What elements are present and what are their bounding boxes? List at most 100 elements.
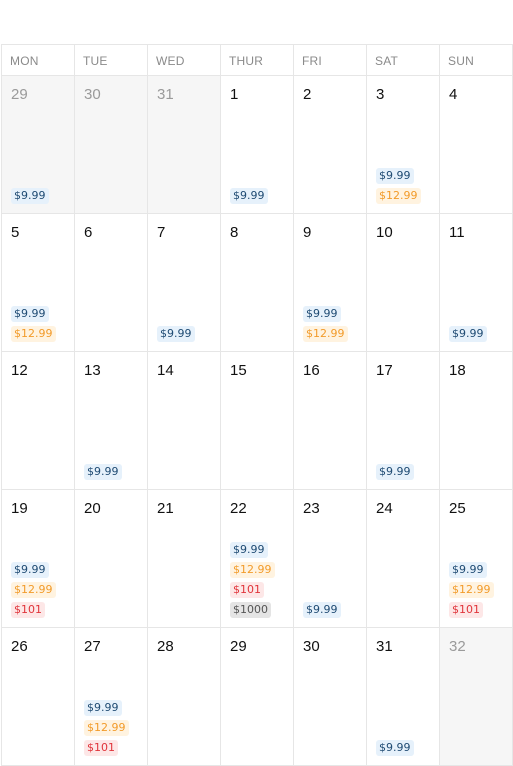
day-cell[interactable]: 14: [148, 352, 221, 490]
price-badge[interactable]: $9.99: [157, 326, 195, 342]
price-badge[interactable]: $9.99: [84, 464, 122, 480]
price-badge[interactable]: $12.99: [11, 326, 56, 342]
price-badge[interactable]: $9.99: [11, 562, 49, 578]
price-badge[interactable]: $9.99: [376, 740, 414, 756]
price-badge[interactable]: $9.99: [303, 306, 341, 322]
day-cell[interactable]: 32: [440, 628, 513, 766]
price-badge-list: $9.99: [230, 188, 268, 204]
day-number: 31: [376, 638, 393, 655]
day-number: 10: [376, 224, 393, 241]
price-badge[interactable]: $101: [11, 602, 45, 618]
price-badge-list: $9.99 $12.99 $101: [11, 562, 56, 618]
price-badge[interactable]: $9.99: [84, 700, 122, 716]
day-cell[interactable]: 9 $9.99 $12.99: [294, 214, 367, 352]
price-badge-list: $9.99 $12.99 $101: [84, 700, 129, 756]
day-cell[interactable]: 28: [148, 628, 221, 766]
price-badge[interactable]: $12.99: [449, 582, 494, 598]
day-cell[interactable]: 6: [75, 214, 148, 352]
price-badge[interactable]: $9.99: [449, 326, 487, 342]
day-number: 2: [303, 86, 312, 103]
day-number: 9: [303, 224, 312, 241]
price-badge-list: $9.99: [84, 464, 122, 480]
day-cell[interactable]: 8: [221, 214, 294, 352]
price-badge-list: $9.99 $12.99: [376, 168, 421, 204]
price-badge[interactable]: $9.99: [230, 542, 268, 558]
day-cell[interactable]: 15: [221, 352, 294, 490]
price-badge[interactable]: $101: [230, 582, 264, 598]
day-number: 18: [449, 362, 466, 379]
day-cell[interactable]: 29: [221, 628, 294, 766]
day-cell[interactable]: 17 $9.99: [367, 352, 440, 490]
price-badge-list: $9.99: [303, 602, 341, 618]
day-cell[interactable]: 11 $9.99: [440, 214, 513, 352]
day-cell[interactable]: 25 $9.99 $12.99 $101: [440, 490, 513, 628]
price-badge-list: $9.99: [11, 188, 49, 204]
day-cell[interactable]: 3 $9.99 $12.99: [367, 76, 440, 214]
day-cell[interactable]: 12: [2, 352, 75, 490]
price-badge-list: $9.99: [376, 464, 414, 480]
day-cell[interactable]: 4: [440, 76, 513, 214]
day-cell[interactable]: 21: [148, 490, 221, 628]
day-cell[interactable]: 16: [294, 352, 367, 490]
day-cell[interactable]: 18: [440, 352, 513, 490]
price-badge[interactable]: $9.99: [230, 188, 268, 204]
day-number: 22: [230, 500, 247, 517]
price-badge[interactable]: $12.99: [230, 562, 275, 578]
day-cell[interactable]: 31: [148, 76, 221, 214]
day-cell[interactable]: 23 $9.99: [294, 490, 367, 628]
day-number: 13: [84, 362, 101, 379]
day-number: 4: [449, 86, 458, 103]
price-badge[interactable]: $1000: [230, 602, 271, 618]
price-badge[interactable]: $12.99: [303, 326, 348, 342]
price-badge[interactable]: $101: [449, 602, 483, 618]
day-cell[interactable]: 24: [367, 490, 440, 628]
calendar-grid: 29 $9.99 30 31 1 $9.99 2 3 $9.99 $12.99 4 5 $9.99 $12…: [2, 76, 513, 766]
day-cell[interactable]: 27 $9.99 $12.99 $101: [75, 628, 148, 766]
day-cell[interactable]: 20: [75, 490, 148, 628]
weekday-sun: SUN: [440, 45, 513, 76]
price-badge[interactable]: $12.99: [84, 720, 129, 736]
day-cell[interactable]: 30: [294, 628, 367, 766]
weekday-fri: FRI: [294, 45, 367, 76]
day-cell[interactable]: 7 $9.99: [148, 214, 221, 352]
day-cell[interactable]: 2: [294, 76, 367, 214]
day-cell[interactable]: 31 $9.99: [367, 628, 440, 766]
price-badge-list: $9.99: [376, 740, 414, 756]
day-number: 30: [303, 638, 320, 655]
calendar: MON TUE WED THUR FRI SAT SUN 29 $9.99 30 31 1 $9.99…: [1, 44, 513, 766]
weekday-header: MON TUE WED THUR FRI SAT SUN: [2, 45, 513, 76]
day-cell[interactable]: 22 $9.99 $12.99 $101 $1000: [221, 490, 294, 628]
price-badge[interactable]: $9.99: [11, 306, 49, 322]
day-cell[interactable]: 13 $9.99: [75, 352, 148, 490]
price-badge-list: $9.99 $12.99: [11, 306, 56, 342]
day-cell[interactable]: 26: [2, 628, 75, 766]
weekday-mon: MON: [2, 45, 75, 76]
price-badge[interactable]: $12.99: [376, 188, 421, 204]
day-number: 8: [230, 224, 239, 241]
day-number: 11: [449, 224, 465, 241]
day-number: 1: [230, 86, 239, 103]
day-number: 16: [303, 362, 320, 379]
price-badge-list: $9.99: [449, 326, 487, 342]
price-badge-list: $9.99 $12.99: [303, 306, 348, 342]
day-cell[interactable]: 30: [75, 76, 148, 214]
day-cell[interactable]: 29 $9.99: [2, 76, 75, 214]
weekday-wed: WED: [148, 45, 221, 76]
day-cell[interactable]: 5 $9.99 $12.99: [2, 214, 75, 352]
price-badge-list: $9.99 $12.99 $101 $1000: [230, 542, 275, 618]
day-number: 31: [157, 86, 174, 103]
day-cell[interactable]: 19 $9.99 $12.99 $101: [2, 490, 75, 628]
price-badge[interactable]: $12.99: [11, 582, 56, 598]
weekday-sat: SAT: [367, 45, 440, 76]
day-number: 3: [376, 86, 385, 103]
day-cell[interactable]: 10: [367, 214, 440, 352]
price-badge[interactable]: $101: [84, 740, 118, 756]
day-cell[interactable]: 1 $9.99: [221, 76, 294, 214]
price-badge[interactable]: $9.99: [449, 562, 487, 578]
price-badge[interactable]: $9.99: [376, 168, 414, 184]
price-badge[interactable]: $9.99: [11, 188, 49, 204]
price-badge[interactable]: $9.99: [303, 602, 341, 618]
price-badge[interactable]: $9.99: [376, 464, 414, 480]
price-badge-list: $9.99: [157, 326, 195, 342]
day-number: 6: [84, 224, 93, 241]
